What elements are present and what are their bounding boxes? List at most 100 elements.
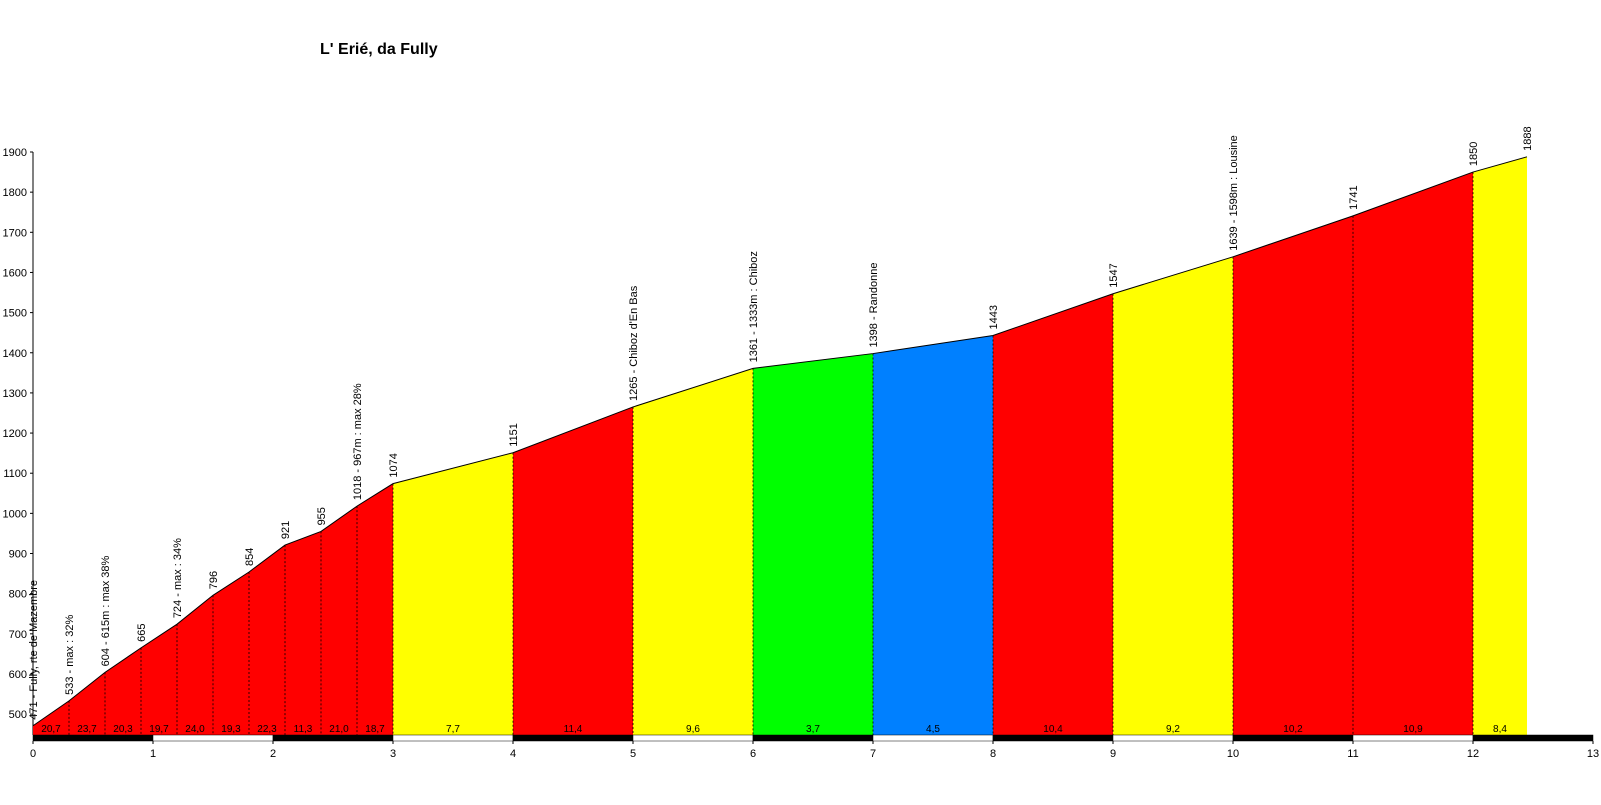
point-label: 1265 - Chiboz d'En Bas <box>628 285 640 401</box>
point-label: 665 <box>136 624 148 642</box>
y-tick-label: 1200 <box>3 428 27 440</box>
x-tick-label: 13 <box>1587 748 1599 760</box>
km-strip <box>152 734 274 742</box>
y-tick-label: 1500 <box>3 308 27 320</box>
gradient-label: 3,7 <box>806 724 820 735</box>
y-tick-label: 800 <box>9 589 27 601</box>
x-tick-label: 10 <box>1227 748 1239 760</box>
km-strip <box>872 734 994 742</box>
point-label: 533 - max : 32% <box>64 615 76 695</box>
point-label: 1361 - 1333m : Chiboz <box>748 251 760 362</box>
y-tick-label: 600 <box>9 669 27 681</box>
y-tick-label: 1400 <box>3 348 27 360</box>
x-tick-label: 8 <box>990 748 996 760</box>
gradient-label: 22,3 <box>257 724 277 735</box>
km-strip <box>272 734 394 742</box>
km-strip <box>1232 734 1354 742</box>
point-label: 854 <box>244 548 256 566</box>
gradient-label: 7,7 <box>446 724 460 735</box>
point-label: 1741 <box>1348 185 1360 209</box>
x-tick-label: 12 <box>1467 748 1479 760</box>
y-tick-label: 1600 <box>3 267 27 279</box>
point-label: 1850 <box>1468 142 1480 166</box>
y-tick-label: 1100 <box>3 468 27 480</box>
segment <box>753 353 873 735</box>
point-label: 724 - max : 34% <box>172 538 184 618</box>
segment <box>873 335 993 735</box>
y-tick-label: 1300 <box>3 388 27 400</box>
gradient-label: 18,7 <box>365 724 385 735</box>
point-label: 1639 - 1598m : Lousine <box>1228 135 1240 251</box>
gradient-label: 11,3 <box>294 724 313 735</box>
point-label: 955 <box>316 507 328 525</box>
segment <box>633 368 753 735</box>
point-label: 1547 <box>1108 263 1120 287</box>
gradient-label: 4,5 <box>926 724 940 735</box>
gradient-label: 9,2 <box>1166 724 1180 735</box>
point-label: 1018 - 967m : max 28% <box>352 383 364 500</box>
km-strip <box>1352 734 1474 742</box>
segment <box>33 700 69 735</box>
km-strip <box>392 734 514 742</box>
gradient-label: 24,0 <box>185 724 205 735</box>
gradient-label: 19,3 <box>221 724 241 735</box>
y-tick-label: 500 <box>9 709 27 721</box>
segment <box>1113 256 1233 735</box>
x-tick-label: 7 <box>870 748 876 760</box>
point-label: 796 <box>208 571 220 589</box>
gradient-label: 21,0 <box>329 724 349 735</box>
x-tick-label: 0 <box>30 748 36 760</box>
chart-title: L' Erié, da Fully <box>320 41 438 58</box>
y-tick-label: 700 <box>9 629 27 641</box>
segment <box>357 483 393 735</box>
point-label: 921 <box>280 521 292 539</box>
y-tick-label: 1000 <box>3 508 27 520</box>
segment <box>141 624 177 735</box>
x-tick-label: 9 <box>1110 748 1116 760</box>
km-strip <box>752 734 874 742</box>
segment <box>177 595 213 735</box>
y-tick-label: 1900 <box>3 147 27 159</box>
profile-line <box>32 156 1528 727</box>
km-strip <box>512 734 634 742</box>
segment <box>213 571 249 735</box>
point-label: 1398 - Randonne <box>868 263 880 348</box>
segment <box>393 452 513 735</box>
gradient-label: 20,3 <box>113 724 133 735</box>
km-strip <box>32 734 154 742</box>
segment <box>1353 172 1473 736</box>
point-label: 471 - Fully, rte de Mazembre <box>28 580 40 720</box>
x-tick-label: 1 <box>150 748 156 760</box>
point-label: 1074 <box>388 453 400 477</box>
km-strip <box>632 734 754 742</box>
x-tick-label: 11 <box>1347 748 1358 760</box>
segment <box>1233 215 1353 735</box>
segment <box>321 506 357 735</box>
x-tick-label: 6 <box>750 748 756 760</box>
gradient-label: 23,7 <box>77 724 97 735</box>
point-label: 1443 <box>988 305 1000 329</box>
km-strip <box>992 734 1114 742</box>
x-tick-label: 5 <box>630 748 636 760</box>
gradient-label: 20,7 <box>41 724 61 735</box>
gradient-label: 10,2 <box>1283 724 1303 735</box>
segment <box>249 545 285 735</box>
gradient-label: 8,4 <box>1493 724 1507 735</box>
y-tick-label: 1800 <box>3 187 27 199</box>
gradient-label: 9,6 <box>686 724 700 735</box>
segment <box>69 672 105 735</box>
segment <box>105 647 141 735</box>
point-label: 1151 <box>508 423 520 447</box>
km-strip <box>1112 734 1234 742</box>
point-label: 604 - 615m : max 38% <box>100 555 112 666</box>
x-tick-label: 3 <box>390 748 396 760</box>
segment <box>513 406 633 735</box>
gradient-label: 10,4 <box>1043 724 1063 735</box>
segment <box>993 293 1113 735</box>
x-tick-label: 2 <box>270 748 276 760</box>
gradient-label: 19,7 <box>149 724 169 735</box>
gradient-label: 10,9 <box>1403 724 1423 735</box>
segment <box>1473 156 1527 735</box>
